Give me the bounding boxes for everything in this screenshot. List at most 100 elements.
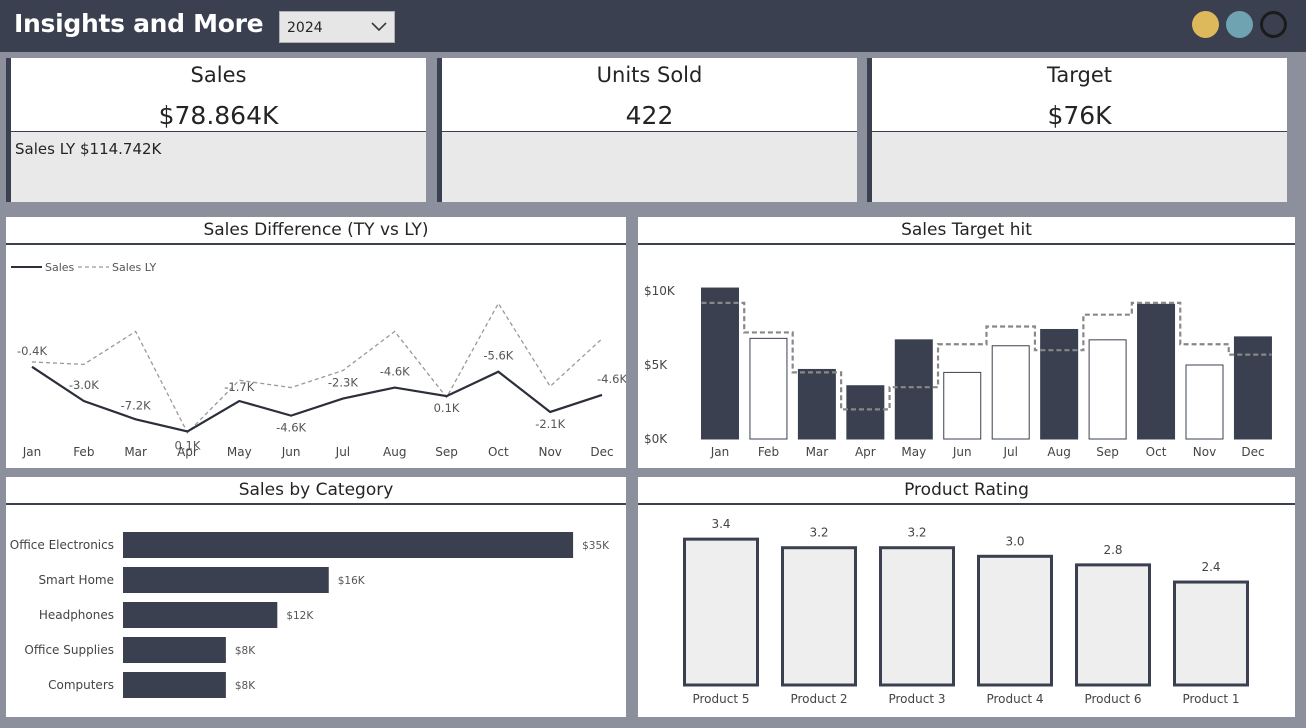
- bar: [1173, 580, 1249, 687]
- x-tick-label: Dec: [590, 445, 613, 459]
- panel-title: Sales by Category: [6, 477, 626, 505]
- sales-by-category-chart: Office Electronics $35K Smart Home $16K Head…: [10, 532, 610, 698]
- data-label: -4.6K: [380, 365, 410, 379]
- data-label: -0.4K: [17, 344, 47, 358]
- category-label: Computers: [48, 678, 114, 692]
- x-tick-label: Aug: [1047, 445, 1070, 459]
- sales-by-category-panel: Office Electronics $35K Smart Home $16K Head…: [6, 477, 626, 717]
- target-line: [701, 301, 1272, 411]
- value-label: $35K: [582, 540, 610, 552]
- kpi-title: Sales: [190, 63, 247, 87]
- sales-target-panel: $0K $5K $10K Jan Feb Mar Apr May Jun Jul Aug Sep Oct…: [638, 217, 1295, 468]
- bar: [943, 371, 982, 440]
- bar: [1233, 336, 1272, 440]
- x-tick-label: Nov: [1193, 445, 1216, 459]
- kpi-title: Target: [1047, 63, 1112, 87]
- data-label: -5.6K: [483, 349, 513, 363]
- sales-difference-panel: Sales Sales LY -0.4K -3.0K -7.2K 0.1K -1.7K -4.…: [6, 217, 626, 468]
- bar: [991, 345, 1030, 440]
- year-dropdown[interactable]: 2024: [279, 11, 395, 43]
- x-tick-label: May: [227, 445, 252, 459]
- value-label: $12K: [286, 610, 314, 622]
- bar: [123, 532, 574, 558]
- product-rating-panel: 3.4 Product 5 3.2 Product 2 3.2 Product 3 3.0 P…: [638, 477, 1295, 717]
- x-tick-label: Jul: [1002, 445, 1017, 459]
- x-tick-label: Product 4: [986, 692, 1043, 706]
- data-label: -7.2K: [121, 398, 151, 412]
- bar: [123, 602, 278, 628]
- kpi-subpanel: [872, 131, 1287, 202]
- theme-dot-gold[interactable]: [1192, 11, 1219, 38]
- x-tick-label: Product 5: [692, 692, 749, 706]
- bar: [123, 637, 226, 663]
- bar: [123, 672, 226, 698]
- kpi-value: $76K: [1047, 101, 1112, 130]
- x-tick-label: Product 3: [888, 692, 945, 706]
- x-tick-label: Feb: [73, 445, 94, 459]
- value-label: $16K: [338, 575, 366, 587]
- x-tick-label: Jul: [335, 445, 350, 459]
- bar: [701, 287, 739, 440]
- bar: [1075, 563, 1151, 687]
- y-tick-label: $5K: [644, 358, 668, 372]
- value-label: 2.4: [1201, 560, 1220, 574]
- x-tick-label: Mar: [124, 445, 147, 459]
- legend-label-sales-ly: Sales LY: [112, 261, 156, 274]
- product-rating-chart: 3.4 Product 5 3.2 Product 2 3.2 Product 3 3.0 P…: [683, 517, 1249, 706]
- x-tick-label: Apr: [855, 445, 876, 459]
- bar: [1137, 303, 1176, 440]
- value-label: $8K: [235, 645, 256, 657]
- x-tick-label: May: [901, 445, 926, 459]
- bar: [683, 537, 759, 687]
- sales-target-chart: $0K $5K $10K Jan Feb Mar Apr May Jun Jul Aug Sep Oct…: [644, 284, 1272, 459]
- y-tick-label: $10K: [644, 284, 676, 298]
- bar: [1185, 364, 1224, 440]
- sales-difference-chart: Sales Sales LY -0.4K -3.0K -7.2K 0.1K -1.7K -4.…: [11, 261, 626, 459]
- bar: [879, 546, 955, 687]
- data-label: -4.6K: [597, 372, 626, 386]
- kpi-card-units-sold: Units Sold 422: [437, 58, 857, 202]
- series-line-sales: [31, 365, 603, 433]
- category-label: Smart Home: [38, 573, 114, 587]
- kpi-value: $78.864K: [158, 101, 279, 130]
- category-label: Office Electronics: [10, 538, 114, 552]
- kpi-card-sales: Sales $78.864K Sales LY $114.742K: [6, 58, 426, 202]
- theme-dot-dark[interactable]: [1260, 11, 1287, 38]
- bar: [781, 546, 857, 687]
- data-label: -4.6K: [276, 421, 306, 435]
- x-tick-label: Sep: [1096, 445, 1119, 459]
- value-label: 3.0: [1005, 534, 1024, 548]
- kpi-title: Units Sold: [596, 63, 703, 87]
- value-label: 3.2: [907, 526, 926, 540]
- data-label: -3.0K: [69, 378, 99, 392]
- x-tick-label: Oct: [1146, 445, 1167, 459]
- header-bar: Insights and More 2024: [0, 0, 1306, 52]
- kpi-card-target: Target $76K: [867, 58, 1287, 202]
- x-tick-label: Jan: [710, 445, 730, 459]
- bar: [749, 337, 788, 440]
- panel-title: Sales Target hit: [638, 217, 1295, 245]
- panel-title: Product Rating: [638, 477, 1295, 505]
- x-tick-label: Product 6: [1084, 692, 1141, 706]
- value-label: $8K: [235, 680, 256, 692]
- x-tick-label: Nov: [538, 445, 561, 459]
- y-tick-label: $0K: [644, 432, 668, 446]
- x-tick-label: Product 1: [1182, 692, 1239, 706]
- theme-dot-teal[interactable]: [1226, 11, 1253, 38]
- x-tick-label: Apr: [177, 445, 198, 459]
- value-label: 3.4: [711, 517, 730, 531]
- chevron-down-icon: [371, 22, 387, 32]
- category-label: Headphones: [39, 608, 114, 622]
- kpi-subpanel: Sales LY $114.742K: [11, 131, 426, 202]
- x-tick-label: Oct: [488, 445, 509, 459]
- x-tick-label: Dec: [1241, 445, 1264, 459]
- x-tick-label: Aug: [383, 445, 406, 459]
- value-label: 3.2: [809, 526, 828, 540]
- x-tick-label: Jan: [22, 445, 42, 459]
- x-tick-label: Jun: [281, 445, 301, 459]
- value-label: 2.8: [1103, 543, 1122, 557]
- bar: [846, 385, 885, 440]
- x-tick-label: Mar: [806, 445, 829, 459]
- kpi-subpanel: [442, 131, 857, 202]
- data-label: -1.7K: [224, 380, 254, 394]
